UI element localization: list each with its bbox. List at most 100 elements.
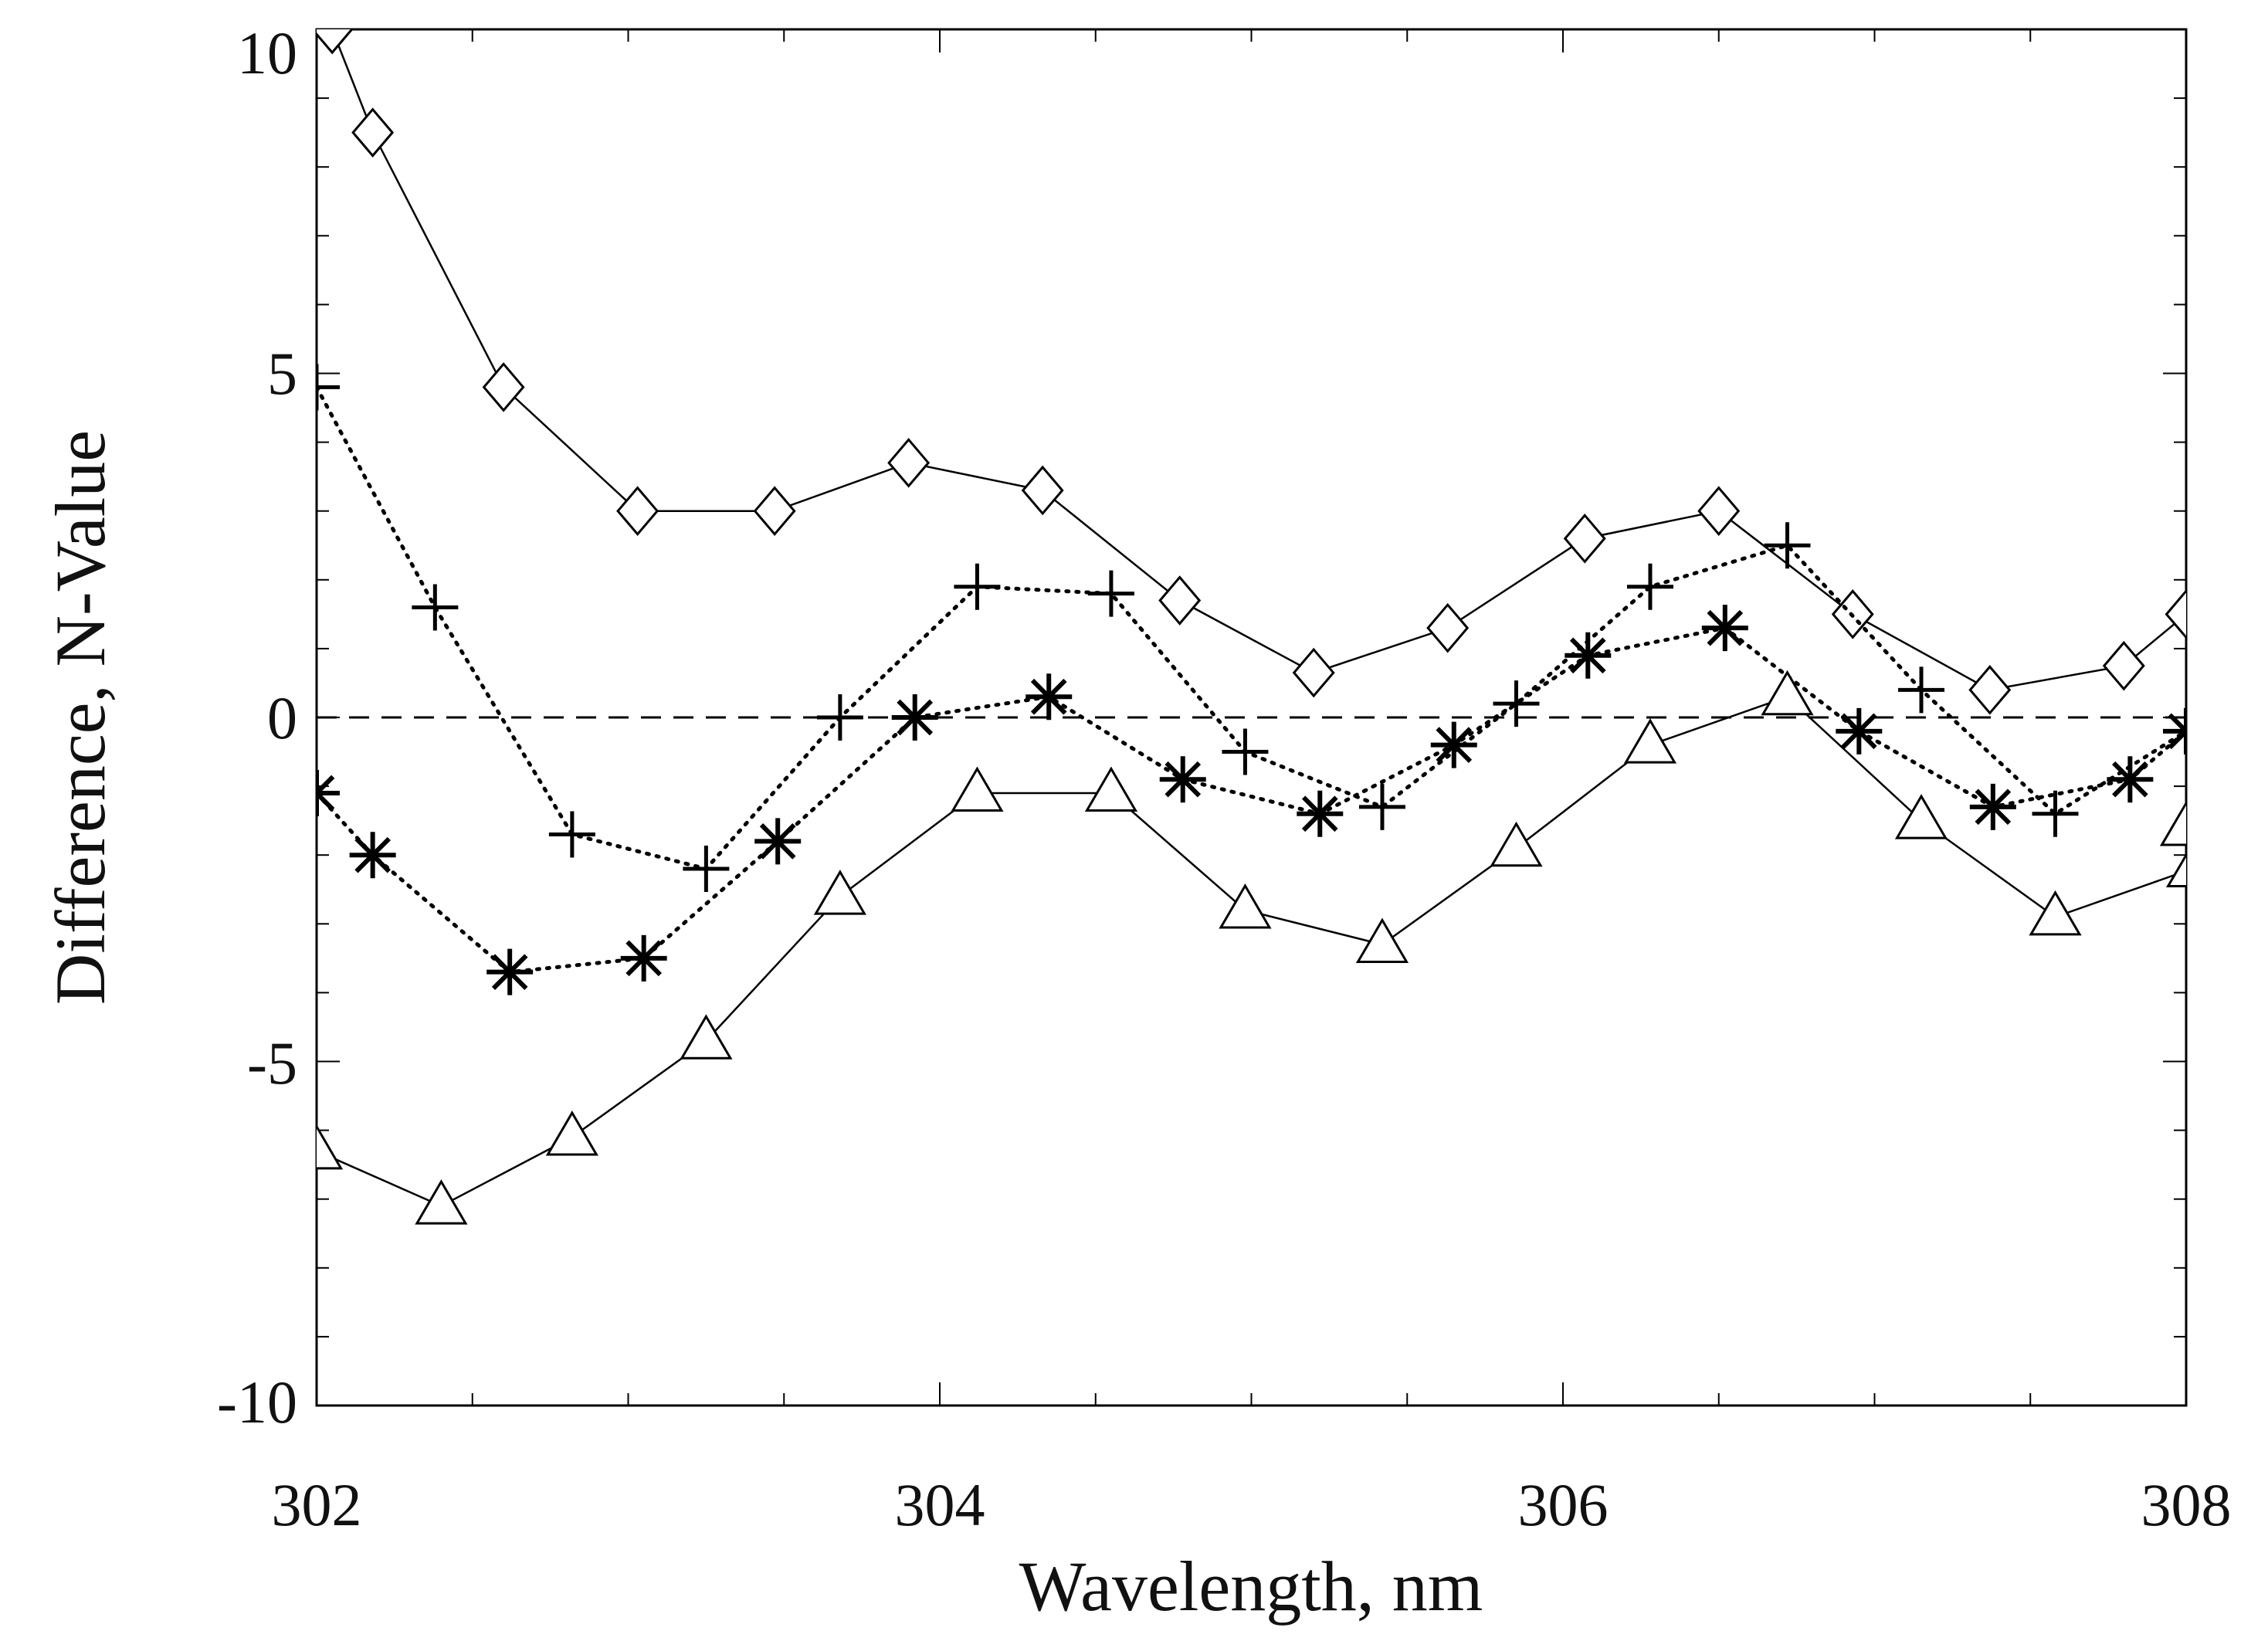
triangle-marker <box>2165 853 2186 888</box>
asterisk-marker <box>754 818 802 865</box>
triangle-marker <box>1894 794 1948 839</box>
asterisk-marker <box>2107 756 2154 803</box>
axes <box>315 28 2188 1407</box>
asterisk-marker <box>1026 673 1073 721</box>
triangle-marker <box>1084 766 1138 812</box>
diamond-marker <box>317 29 354 55</box>
asterisk-marker-stroke <box>759 823 796 860</box>
triangle-marker <box>813 870 866 915</box>
series-line <box>317 626 2186 975</box>
diamond-marker <box>482 362 525 412</box>
plus-marker <box>1493 680 1540 727</box>
y-tick-label-0: 0 <box>267 684 297 751</box>
asterisk-marker-stroke <box>491 954 528 991</box>
asterisk-marker <box>1297 790 1344 837</box>
asterisk-marker-stroke <box>1301 795 1338 832</box>
series-line <box>317 695 2186 1207</box>
y-tick-label-5: 5 <box>267 340 297 407</box>
asterisk-marker <box>1159 756 1206 803</box>
x-tick-label-304: 304 <box>895 1471 985 1538</box>
asterisk-marker <box>1701 605 1748 652</box>
plot-frame <box>315 28 2188 1407</box>
diamond-marker <box>2165 589 2186 639</box>
triangle-marker <box>2029 890 2082 936</box>
asterisk-marker-stroke <box>1840 713 1877 750</box>
plus-marker <box>1898 666 1945 714</box>
plus-marker <box>2032 790 2079 837</box>
asterisk-marker <box>2163 707 2186 754</box>
series-layer <box>317 29 2186 1225</box>
asterisk-marker-stroke <box>2168 713 2186 735</box>
plus-marker <box>1626 563 1673 610</box>
plus-marker <box>548 811 595 858</box>
triangle-marker <box>1490 821 1543 867</box>
series-asterisk <box>317 605 2186 995</box>
triangle-marker <box>1355 917 1409 964</box>
y-tick-label-10: 10 <box>237 19 297 86</box>
diamond-marker <box>753 486 796 537</box>
asterisk-marker <box>620 934 667 982</box>
asterisk-marker-stroke <box>317 775 335 797</box>
y-tick-label-minus-5: -5 <box>247 1029 297 1097</box>
asterisk-marker-stroke <box>1165 761 1202 798</box>
triangle-marker <box>951 766 1004 812</box>
asterisk-marker-stroke <box>1569 637 1606 674</box>
series-line <box>331 29 2186 691</box>
diamond-marker <box>1563 514 1606 564</box>
diamond-marker <box>2102 640 2145 691</box>
x-tick-label-302: 302 <box>272 1471 362 1538</box>
triangle-marker <box>317 1124 344 1170</box>
asterisk-marker <box>891 694 938 741</box>
x-tick-labels: 302 304 306 308 <box>272 1471 2232 1538</box>
asterisk-marker <box>486 948 534 995</box>
asterisk-marker <box>1430 721 1477 768</box>
plus-marker <box>954 563 1001 610</box>
asterisk-marker <box>1969 783 2016 830</box>
x-axis-label: Wavelength, nm <box>1019 1547 1483 1626</box>
y-tick-labels: 10 5 0 -5 -10 <box>217 19 297 1436</box>
plus-marker <box>317 364 340 411</box>
asterisk-marker <box>1836 707 1883 754</box>
asterisk-marker-stroke <box>1436 727 1473 763</box>
y-tick-label-minus-10: -10 <box>217 1368 297 1436</box>
triangle-marker <box>1623 718 1677 764</box>
triangle-marker <box>680 1014 733 1060</box>
triangle-marker <box>2159 801 2186 846</box>
asterisk-marker-stroke <box>625 940 663 977</box>
diamond-marker <box>1292 647 1335 698</box>
asterisk-marker-stroke <box>354 836 391 873</box>
triangle-marker <box>1219 883 1272 929</box>
asterisk-marker-stroke <box>2168 727 2186 750</box>
plus-marker <box>1087 570 1134 617</box>
series-plus <box>317 364 2186 893</box>
asterisk-marker <box>1565 632 1612 679</box>
asterisk-marker-stroke <box>1975 788 2012 826</box>
x-minor-ticks <box>316 29 2187 1406</box>
series-diamond <box>317 29 2186 715</box>
y-minor-ticks <box>317 29 2186 1406</box>
diamond-marker <box>1697 486 1741 537</box>
triangle-marker <box>545 1111 598 1156</box>
triangle-marker <box>1761 670 1814 716</box>
asterisk-marker-stroke <box>2112 761 2148 798</box>
x-tick-label-308: 308 <box>2141 1471 2232 1538</box>
asterisk-marker <box>317 770 340 817</box>
asterisk-marker <box>349 832 396 879</box>
plus-marker <box>1764 522 1811 569</box>
triangle-marker <box>415 1179 468 1225</box>
series-triangle <box>317 670 2186 1225</box>
x-tick-label-306: 306 <box>1518 1471 1609 1538</box>
plus-marker <box>1358 783 1405 830</box>
diamond-marker <box>1158 575 1202 626</box>
asterisk-marker-stroke <box>1707 609 1744 646</box>
plus-marker <box>412 584 459 631</box>
diamond-marker <box>616 486 659 537</box>
diamond-marker <box>1968 665 2012 715</box>
diamond-marker <box>351 107 395 158</box>
diamond-marker <box>1021 465 1064 516</box>
plus-marker <box>816 694 863 741</box>
y-axis-label: Difference, N-Value <box>41 430 120 1005</box>
asterisk-marker-stroke <box>317 789 335 812</box>
plus-marker <box>1222 728 1269 775</box>
